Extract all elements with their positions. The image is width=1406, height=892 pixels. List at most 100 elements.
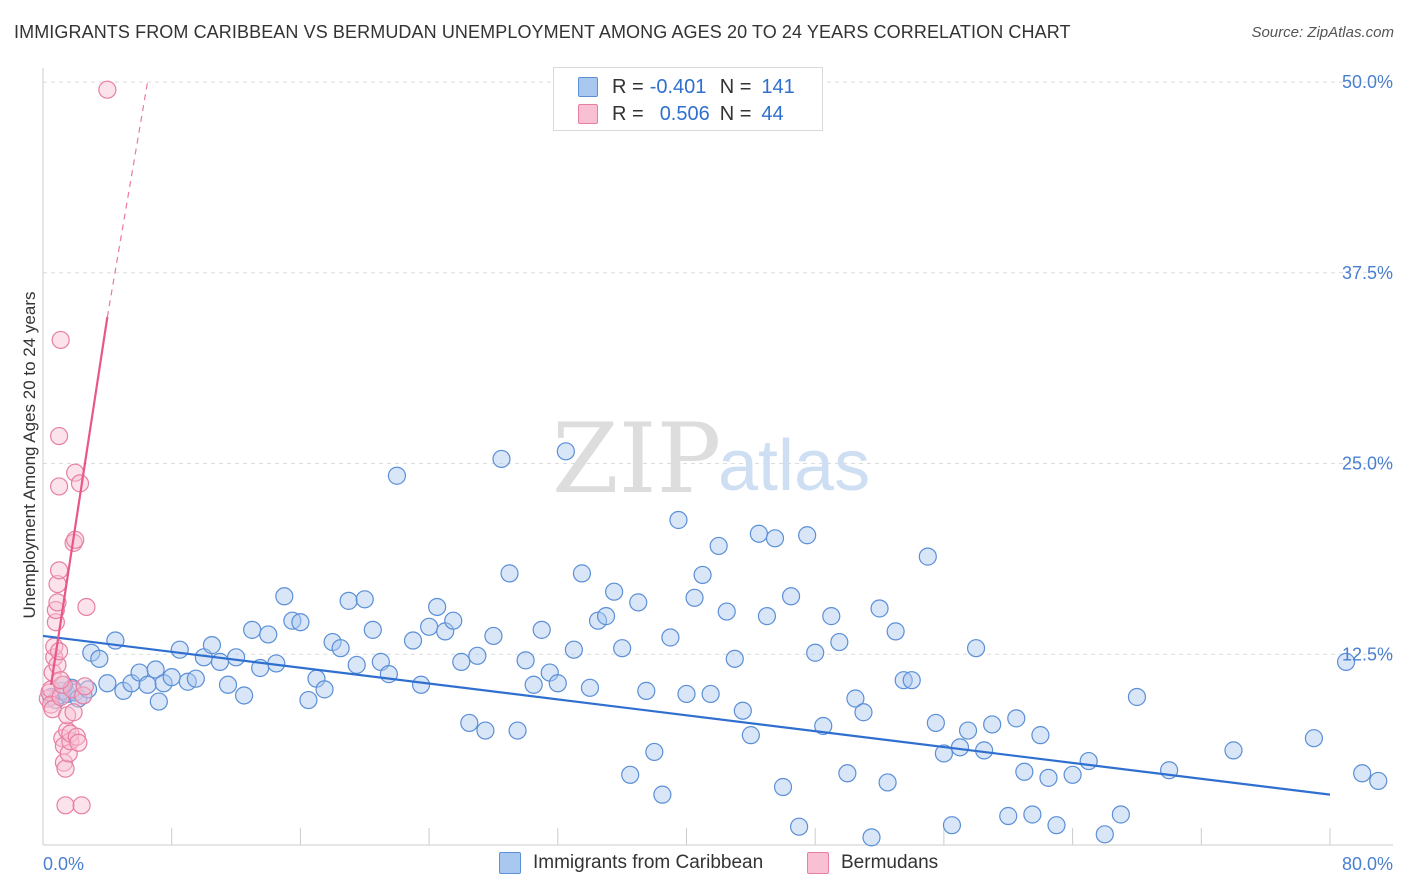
data-point	[749, 524, 768, 543]
data-point	[886, 622, 905, 641]
data-point	[983, 715, 1002, 734]
data-point	[331, 639, 350, 658]
data-point	[49, 477, 69, 496]
data-point	[1039, 768, 1058, 787]
data-point	[98, 80, 117, 99]
data-point	[958, 721, 978, 740]
data-point	[717, 602, 736, 621]
data-point	[653, 785, 672, 804]
data-point	[299, 690, 318, 710]
data-point	[942, 816, 962, 835]
legend-n-label: N =	[719, 75, 752, 98]
legend-n-label: N =	[719, 102, 752, 125]
data-point	[69, 733, 88, 752]
data-point	[741, 726, 760, 745]
data-point	[814, 716, 833, 736]
data-point	[661, 628, 680, 647]
data-point	[1095, 825, 1114, 844]
legend-swatch-bermudans	[807, 852, 829, 874]
bottom-legend-caribbean[interactable]: Immigrants from Caribbean	[499, 852, 763, 874]
x-tick-max: 80.0%	[1342, 854, 1393, 874]
data-point	[556, 442, 575, 461]
data-point	[64, 703, 83, 722]
data-point	[677, 684, 696, 704]
data-point	[218, 675, 238, 694]
data-point	[1015, 762, 1034, 781]
data-point	[605, 582, 624, 601]
data-point	[733, 701, 752, 720]
legend-n-value: 141	[761, 75, 795, 98]
data-point	[138, 675, 157, 694]
y-tick-label: 37.5%	[1342, 263, 1393, 283]
data-point	[806, 643, 825, 662]
data-point	[757, 607, 777, 626]
data-point	[90, 649, 109, 668]
data-point	[75, 677, 94, 696]
legend-n-value: 44	[761, 102, 784, 125]
data-point	[58, 721, 77, 740]
data-point	[846, 689, 865, 708]
data-point	[186, 669, 205, 688]
bottom-legend-label: Immigrants from Caribbean	[533, 852, 764, 873]
data-point	[49, 426, 69, 446]
data-point	[452, 652, 471, 671]
data-point	[1369, 771, 1388, 791]
data-point	[363, 620, 382, 639]
data-point	[347, 655, 366, 675]
data-point	[870, 599, 889, 618]
data-point	[524, 675, 543, 694]
data-point	[420, 617, 439, 636]
data-point	[51, 330, 70, 350]
watermark-zip: ZIP	[552, 403, 721, 515]
legend-swatch-bermudans	[578, 104, 598, 124]
data-point	[637, 681, 656, 700]
data-point	[78, 680, 98, 699]
data-point	[1063, 765, 1082, 784]
data-point	[315, 680, 334, 699]
data-point	[355, 590, 374, 609]
data-point	[838, 764, 857, 783]
data-point	[773, 777, 793, 797]
data-point	[1047, 816, 1066, 835]
trend-lines	[42, 81, 1331, 796]
data-point	[72, 796, 91, 815]
data-point	[1127, 687, 1147, 707]
data-point	[202, 636, 222, 655]
bottom-legend-bermudans[interactable]: Bermudans	[807, 852, 938, 874]
data-point	[765, 529, 785, 548]
data-point	[146, 660, 165, 679]
data-point	[516, 651, 535, 670]
data-point	[508, 721, 527, 740]
data-point	[693, 565, 712, 585]
data-point	[77, 597, 96, 617]
data-point	[918, 547, 937, 566]
data-point	[709, 536, 728, 556]
trend-line-bermudans	[49, 316, 109, 685]
gridlines	[43, 81, 1393, 655]
data-point	[226, 648, 246, 667]
data-point	[1111, 805, 1130, 824]
data-point	[162, 668, 181, 687]
legend-swatch-caribbean	[578, 77, 598, 97]
data-point	[1079, 751, 1098, 771]
legend-swatch-caribbean	[499, 852, 521, 874]
data-point	[54, 753, 74, 772]
data-point	[460, 713, 479, 733]
data-point	[822, 607, 841, 626]
data-point	[798, 526, 817, 545]
data-point	[444, 611, 463, 630]
data-point	[98, 674, 117, 693]
x-tick-min: 0.0%	[43, 854, 84, 874]
data-point	[51, 671, 70, 690]
data-point	[49, 561, 69, 580]
data-point	[532, 620, 551, 639]
data-point	[67, 727, 86, 746]
axes	[42, 68, 1393, 846]
legend-r-value: -0.401	[649, 75, 707, 98]
stats-legend: R = -0.401 N = 141 R = 0.506 N = 44	[553, 67, 823, 131]
data-point	[926, 713, 945, 733]
data-point	[74, 686, 93, 705]
data-point	[701, 684, 720, 704]
data-point	[1224, 741, 1243, 760]
data-point	[580, 678, 600, 697]
